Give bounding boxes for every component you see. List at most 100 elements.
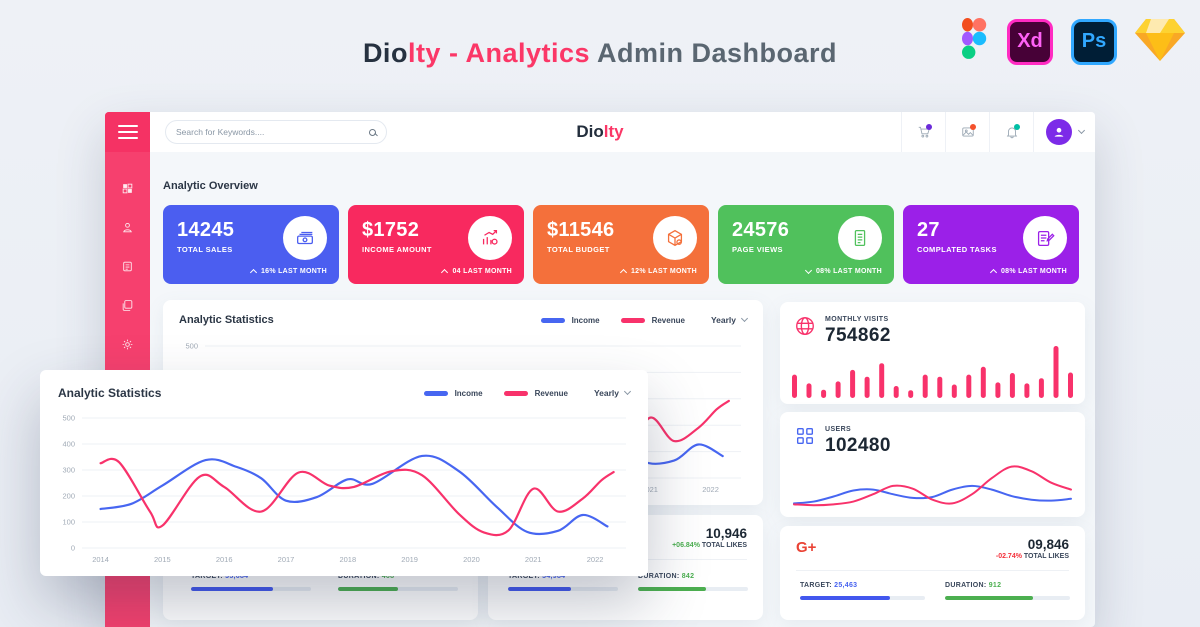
users-value: 102480 [825, 435, 891, 456]
user-menu[interactable] [1033, 112, 1095, 152]
stat-card-total-budget[interactable]: $11546 TOTAL BUDGET 12% LAST MONTH [533, 205, 709, 284]
svg-text:2022: 2022 [587, 555, 604, 564]
figma-logo-icon [957, 16, 989, 67]
image-icon [961, 127, 974, 137]
legend-income-swatch [540, 317, 565, 323]
notifications-button[interactable] [989, 112, 1033, 152]
svg-text:2017: 2017 [278, 555, 295, 564]
trend-up-icon [619, 268, 627, 277]
chevron-down-icon [1077, 126, 1085, 135]
duration-progress: DURATION: 842 [638, 573, 748, 591]
trend-up-icon [441, 268, 449, 277]
user-icon [1054, 127, 1063, 137]
svg-text:0: 0 [71, 544, 75, 553]
svg-text:400: 400 [62, 440, 75, 449]
cart-badge [926, 124, 932, 130]
search-bar[interactable] [165, 120, 387, 144]
stat-card-total-sales[interactable]: 14245 TOTAL SALES 16% LAST MONTH [163, 205, 339, 284]
analytic-statistics-popup: Analytic Statistics Income Revenue Yearl… [40, 370, 648, 576]
trend-down-icon [804, 266, 812, 275]
svg-text:2022: 2022 [702, 485, 719, 494]
stat-card-income-amount[interactable]: $1752 INCOME AMOUNT 04 LAST MONTH [348, 205, 524, 284]
tasks-icon [1037, 230, 1055, 246]
growth-chart-icon [482, 230, 498, 245]
bell-icon [1006, 127, 1017, 139]
trend-up-icon [249, 268, 257, 277]
likes-change: -02.74% TOTAL LIKES [995, 553, 1069, 560]
svg-text:2020: 2020 [463, 555, 480, 564]
notifications-badge [1014, 124, 1020, 130]
svg-text:2019: 2019 [401, 555, 418, 564]
legend-revenue-swatch [503, 390, 528, 396]
globe-icon [796, 317, 814, 335]
monthly-visits-value: 754862 [825, 325, 891, 346]
users-line-chart [793, 465, 1072, 507]
photoshop-logo-icon: Ps [1071, 18, 1117, 65]
chart-legend: Income Revenue [540, 316, 685, 325]
topbar-actions [901, 112, 1095, 152]
svg-text:500: 500 [185, 342, 198, 351]
trend-up-icon [989, 268, 997, 277]
chart-title: Analytic Statistics [58, 386, 162, 400]
svg-text:2014: 2014 [92, 555, 109, 564]
sidebar-item-pages[interactable] [121, 299, 134, 312]
chart-legend: Income Revenue [423, 389, 568, 398]
adobe-xd-logo-icon: Xd [1007, 18, 1053, 65]
promo-title-brand-pink: lty - [407, 38, 466, 68]
range-select[interactable]: Yearly [594, 387, 632, 398]
monthly-visits-label: MONTHLY VISITS [825, 316, 889, 323]
range-select[interactable]: Yearly [711, 314, 749, 325]
monthly-visits-bar-chart [792, 346, 1073, 398]
overview-heading: Analytic Overview [163, 180, 258, 192]
banknotes-icon [297, 231, 313, 245]
monthly-visits-card: MONTHLY VISITS 754862 [780, 302, 1085, 404]
likes-value: 10,946 [705, 526, 747, 541]
likes-value: 09,846 [1027, 537, 1069, 552]
svg-text:100: 100 [62, 518, 75, 527]
promo-title-brand-dark: Dio [362, 38, 408, 68]
chevron-down-icon [623, 387, 632, 396]
duration-progress: DURATION: 912 [945, 582, 1070, 600]
svg-text:2016: 2016 [216, 555, 233, 564]
svg-text:2018: 2018 [339, 555, 356, 564]
search-icon[interactable] [369, 128, 376, 136]
sketch-logo-icon [1135, 16, 1185, 67]
svg-text:500: 500 [62, 414, 75, 423]
promo-title-accent: Analytics [465, 38, 591, 68]
topbar: Diolty [105, 112, 1095, 152]
promo-title-rest: Admin Dashboard [590, 38, 838, 68]
stat-card-complated-tasks[interactable]: 27 COMPLATED TASKS 08% LAST MONTH [903, 205, 1079, 284]
sidebar-item-dashboard[interactable] [121, 182, 134, 195]
cart-button[interactable] [901, 112, 945, 152]
target-progress: TARGET: 34,984 [508, 573, 618, 591]
users-label: USERS [825, 426, 852, 433]
design-tool-logos: Xd Ps [957, 16, 1185, 67]
legend-income-swatch [423, 390, 448, 396]
package-icon [667, 229, 683, 247]
target-progress: TARGET: 25,463 [800, 582, 925, 600]
chart-title: Analytic Statistics [179, 314, 274, 326]
messages-button[interactable] [945, 112, 989, 152]
users-group-icon [796, 427, 814, 445]
messages-badge [970, 124, 976, 130]
analytic-statistics-chart: 0 100 200 300 400 500 2014 2015 2016 2017 2018 2019… [62, 414, 626, 564]
avatar [1045, 119, 1072, 145]
svg-text:300: 300 [62, 466, 75, 475]
duration-progress: DURATION: 468 [338, 573, 458, 591]
sidebar-item-settings[interactable] [121, 338, 134, 351]
svg-text:2015: 2015 [154, 555, 171, 564]
hamburger-icon[interactable] [117, 125, 138, 139]
sidebar-item-forms[interactable] [121, 260, 134, 273]
chevron-down-icon [740, 314, 749, 323]
svg-text:2021: 2021 [641, 485, 658, 494]
legend-revenue-swatch [620, 317, 645, 323]
stat-card-page-views[interactable]: 24576 PAGE VIEWS 08% LAST MONTH [718, 205, 894, 284]
sidebar-toggle[interactable] [105, 112, 150, 152]
google-plus-likes-card: G+ 09,846 -02.74% TOTAL LIKES TARGET: 25… [780, 526, 1085, 620]
likes-change: +06.84% TOTAL LIKES [672, 542, 747, 549]
users-card: USERS 102480 [780, 412, 1085, 517]
sidebar-item-users[interactable] [121, 221, 134, 234]
svg-text:2021: 2021 [525, 555, 542, 564]
report-icon [854, 230, 866, 246]
search-input[interactable] [176, 127, 369, 137]
